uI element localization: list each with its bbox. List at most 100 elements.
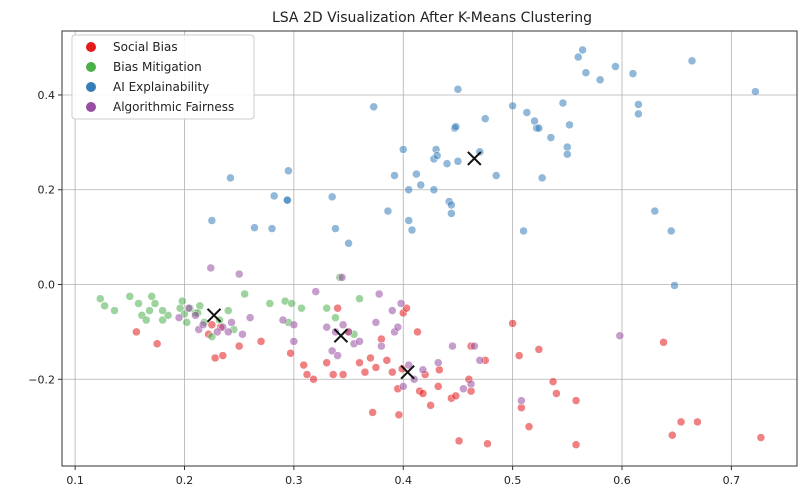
y-tick-label: 0.0 [38, 279, 56, 292]
y-tick-label: 0.4 [38, 89, 56, 102]
point-social-bias [366, 353, 375, 363]
point-social-bias [132, 327, 141, 337]
point-algorithmic-fairness [338, 320, 348, 330]
point-ai-explainability [534, 123, 544, 133]
point-social-bias [552, 389, 561, 398]
point-bias-mitigation [134, 299, 143, 308]
point-social-bias [668, 430, 677, 440]
point-algorithmic-fairness [218, 322, 228, 332]
point-bias-mitigation [145, 306, 154, 315]
point-ai-explainability [670, 281, 679, 290]
point-algorithmic-fairness [337, 273, 347, 282]
point-algorithmic-fairness [184, 303, 194, 313]
point-bias-mitigation [141, 315, 151, 325]
point-ai-explainability [267, 224, 277, 233]
legend-label: Social Bias [113, 40, 178, 54]
point-algorithmic-fairness [289, 337, 299, 346]
point-ai-explainability [283, 195, 292, 205]
point-ai-explainability [432, 151, 442, 160]
point-ai-explainability [344, 239, 353, 248]
legend-marker [86, 102, 96, 112]
point-social-bias [676, 417, 686, 427]
point-bias-mitigation [110, 306, 119, 315]
point-ai-explainability [407, 225, 417, 235]
point-social-bias [466, 386, 476, 396]
point-algorithmic-fairness [355, 337, 364, 346]
point-ai-explainability [581, 68, 591, 77]
point-ai-explainability [453, 157, 463, 166]
point-social-bias [571, 396, 581, 405]
point-social-bias [534, 345, 544, 354]
point-algorithmic-fairness [278, 315, 288, 325]
point-bias-mitigation [287, 299, 296, 308]
point-social-bias [435, 365, 444, 375]
point-ai-explainability [611, 62, 620, 71]
point-bias-mitigation [158, 315, 167, 325]
point-ai-explainability [390, 171, 399, 180]
point-ai-explainability [546, 133, 556, 142]
point-social-bias [402, 303, 411, 313]
point-ai-explainability [327, 192, 337, 202]
point-algorithmic-fairness [311, 287, 320, 296]
legend-label: Bias Mitigation [113, 60, 202, 74]
point-ai-explainability [563, 142, 572, 152]
point-bias-mitigation [207, 332, 217, 341]
centroid-marker [467, 151, 482, 166]
point-ai-explainability [429, 185, 439, 194]
point-bias-mitigation [96, 294, 105, 303]
point-social-bias [693, 417, 702, 427]
point-bias-mitigation [355, 294, 364, 303]
point-social-bias [377, 334, 386, 344]
point-ai-explainability [650, 206, 660, 216]
point-social-bias [508, 319, 517, 328]
scatter-points [96, 45, 766, 449]
point-ai-explainability [442, 159, 452, 168]
point-ai-explainability [404, 185, 413, 194]
point-bias-mitigation [125, 292, 135, 301]
point-ai-explainability [481, 114, 490, 123]
point-ai-explainability [666, 226, 676, 236]
point-algorithmic-fairness [206, 263, 215, 273]
point-algorithmic-fairness [517, 396, 526, 405]
point-bias-mitigation [224, 306, 233, 315]
point-algorithmic-fairness [434, 358, 443, 367]
point-algorithmic-fairness [331, 327, 340, 337]
point-ai-explainability [578, 45, 587, 55]
point-ai-explainability [207, 216, 217, 225]
point-ai-explainability [634, 109, 643, 119]
point-algorithmic-fairness [191, 311, 200, 320]
point-ai-explainability [751, 87, 760, 96]
point-ai-explainability [508, 101, 517, 111]
point-algorithmic-fairness [322, 322, 331, 332]
point-ai-explainability [687, 56, 697, 66]
point-social-bias [329, 370, 338, 379]
point-bias-mitigation [158, 306, 167, 315]
point-algorithmic-fairness [466, 379, 476, 389]
x-tick-label: 0.6 [613, 474, 631, 487]
point-social-bias [256, 337, 266, 346]
point-ai-explainability [628, 69, 638, 78]
point-ai-explainability [416, 180, 425, 190]
point-ai-explainability [269, 191, 279, 201]
point-algorithmic-fairness [213, 327, 222, 337]
point-social-bias [451, 391, 460, 401]
point-social-bias [413, 327, 422, 337]
point-social-bias [152, 339, 162, 348]
point-bias-mitigation [182, 318, 191, 327]
legend: Social Bias Bias Mitigation AI Explainabil… [71, 34, 255, 120]
legend-box [71, 34, 255, 120]
y-tick-label: 0.2 [38, 184, 56, 197]
point-algorithmic-fairness [377, 341, 386, 351]
point-social-bias [309, 375, 318, 384]
point-social-bias [548, 377, 558, 386]
point-ai-explainability [447, 200, 456, 210]
point-ai-explainability [383, 206, 393, 216]
point-bias-mitigation [150, 299, 160, 308]
point-algorithmic-fairness [224, 327, 233, 337]
point-ai-explainability [404, 216, 413, 225]
point-social-bias [302, 370, 312, 379]
legend-marker [86, 82, 96, 92]
point-ai-explainability [519, 226, 528, 236]
point-ai-explainability [451, 122, 460, 131]
